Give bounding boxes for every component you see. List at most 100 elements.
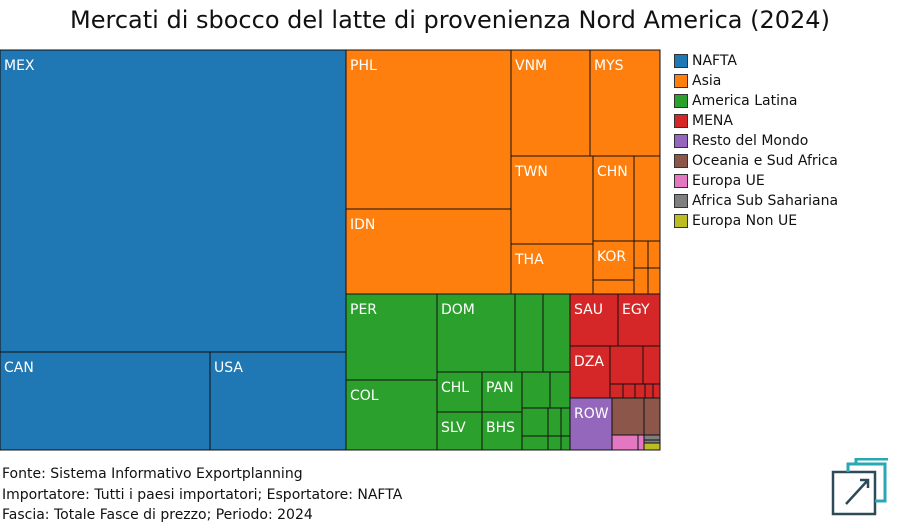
treemap-cell-unlabeled-39 xyxy=(609,383,624,399)
cell-label-bhs: BHS xyxy=(486,420,515,436)
cell-label-egy: EGY xyxy=(622,302,650,318)
legend-swatch xyxy=(674,114,688,128)
cell-label-slv: SLV xyxy=(441,420,466,436)
legend-label: Europa Non UE xyxy=(692,213,798,229)
treemap-cell-unlabeled-40 xyxy=(622,383,636,399)
legend-item: Europa Non UE xyxy=(674,211,838,231)
treemap-cell-unlabeled-47 xyxy=(611,434,639,451)
chart-footer: Fonte: Sistema Informativo Exportplannin… xyxy=(2,464,402,526)
legend-swatch xyxy=(674,54,688,68)
cell-label-per: PER xyxy=(350,302,377,318)
treemap-cell-bhs xyxy=(481,411,523,451)
treemap-cell-unlabeled-46 xyxy=(643,397,661,436)
treemap-cell-unlabeled-37 xyxy=(609,345,644,385)
legend-item: MENA xyxy=(674,111,838,131)
legend-label: NAFTA xyxy=(692,53,737,69)
legend-swatch xyxy=(674,194,688,208)
treemap-cell-unlabeled-29 xyxy=(547,407,562,437)
treemap-cell-unlabeled-26 xyxy=(521,371,551,409)
treemap-cell-vnm xyxy=(510,49,591,157)
cell-label-idn: IDN xyxy=(350,217,375,233)
legend-label: Oceania e Sud Africa xyxy=(692,153,838,169)
treemap-cell-idn xyxy=(345,208,512,295)
treemap-cell-unlabeled-45 xyxy=(611,397,645,436)
legend-label: MENA xyxy=(692,113,733,129)
treemap-cell-unlabeled-43 xyxy=(652,383,661,399)
cell-label-mex: MEX xyxy=(4,58,35,74)
treemap-cell-unlabeled-12 xyxy=(633,240,649,269)
legend-item: Asia xyxy=(674,71,838,91)
cell-label-chl: CHL xyxy=(441,380,469,396)
legend-label: America Latina xyxy=(692,93,798,109)
treemap-cell-mys xyxy=(589,49,661,157)
footer-band: Fascia: Totale Fasce di prezzo; Periodo:… xyxy=(2,507,313,523)
legend-item: Oceania e Sud Africa xyxy=(674,151,838,171)
treemap-cell-kor xyxy=(592,240,635,281)
treemap-cell-unlabeled-14 xyxy=(633,267,649,295)
legend-item: Resto del Mondo xyxy=(674,131,838,151)
treemap-cell-unlabeled-27 xyxy=(549,371,571,409)
chart-title: Mercati di sbocco del latte di provenien… xyxy=(70,6,830,34)
legend-swatch xyxy=(674,154,688,168)
treemap-cell-unlabeled-42 xyxy=(644,383,654,399)
legend-label: Resto del Mondo xyxy=(692,133,809,149)
treemap-cell-chl xyxy=(436,371,483,413)
cell-label-usa: USA xyxy=(214,360,243,376)
treemap-cell-unlabeled-16 xyxy=(592,279,635,295)
legend-item: NAFTA xyxy=(674,51,838,71)
footer-importer: Importatore: Tutti i paesi importatori; … xyxy=(2,486,403,503)
cell-label-kor: KOR xyxy=(597,249,626,265)
treemap-cell-unlabeled-15 xyxy=(647,267,661,295)
legend-swatch xyxy=(674,94,688,108)
treemap-cell-col xyxy=(345,379,438,451)
cell-label-col: COL xyxy=(350,388,379,404)
treemap-cell-unlabeled-28 xyxy=(521,407,549,437)
legend-label: Africa Sub Sahariana xyxy=(692,193,839,209)
treemap-cell-per xyxy=(345,293,438,381)
cell-label-twn: TWN xyxy=(514,164,548,180)
footer-source: Fonte: Sistema Informativo Exportplannin… xyxy=(2,466,303,482)
cell-label-pan: PAN xyxy=(486,380,514,396)
legend-swatch xyxy=(674,214,688,228)
treemap-cell-sau xyxy=(569,293,619,347)
treemap-cell-unlabeled-21 xyxy=(542,293,571,373)
cell-label-dom: DOM xyxy=(441,302,475,318)
cell-label-mys: MYS xyxy=(594,58,624,74)
legend-swatch xyxy=(674,134,688,148)
cell-label-dza: DZA xyxy=(574,354,604,370)
treemap-cell-unlabeled-51 xyxy=(643,442,661,451)
legend-item: Africa Sub Sahariana xyxy=(674,191,838,211)
cell-label-vnm: VNM xyxy=(515,58,547,74)
legend: NAFTA Asia America Latina MENA Resto del Mon… xyxy=(674,51,838,231)
cell-label-row: ROW xyxy=(574,406,609,422)
legend-swatch xyxy=(674,174,688,188)
treemap-cell-unlabeled-48 xyxy=(637,434,645,451)
treemap-cell-row xyxy=(569,397,613,451)
treemap-cell-twn xyxy=(510,155,594,245)
treemap-cell-unlabeled-31 xyxy=(521,435,549,451)
treemap-cell-unlabeled-32 xyxy=(547,435,562,451)
treemap-cell-unlabeled-33 xyxy=(560,435,571,451)
treemap-cell-unlabeled-49 xyxy=(643,434,661,441)
treemap-cell-unlabeled-38 xyxy=(642,345,661,385)
treemap-cell-unlabeled-13 xyxy=(647,240,661,269)
legend-item: America Latina xyxy=(674,91,838,111)
legend-label: Asia xyxy=(692,73,722,89)
treemap-cell-mex xyxy=(0,49,347,353)
treemap-cell-dom xyxy=(436,293,516,373)
legend-label: Europa UE xyxy=(692,173,765,189)
cell-label-phl: PHL xyxy=(350,58,377,74)
cell-label-can: CAN xyxy=(4,360,34,376)
treemap-cell-phl xyxy=(345,49,512,210)
cell-label-chn: CHN xyxy=(597,164,628,180)
treemap-cell-unlabeled-20 xyxy=(514,293,544,373)
treemap-cell-tha xyxy=(510,243,594,295)
cell-label-tha: THA xyxy=(514,252,544,268)
treemap-cell-usa xyxy=(209,351,347,451)
legend-item: Europa UE xyxy=(674,171,838,191)
treemap-cell-unlabeled-30 xyxy=(560,407,571,437)
exportplanning-logo-icon xyxy=(831,458,888,516)
treemap-cell-unlabeled-41 xyxy=(634,383,646,399)
cell-label-sau: SAU xyxy=(574,302,603,318)
